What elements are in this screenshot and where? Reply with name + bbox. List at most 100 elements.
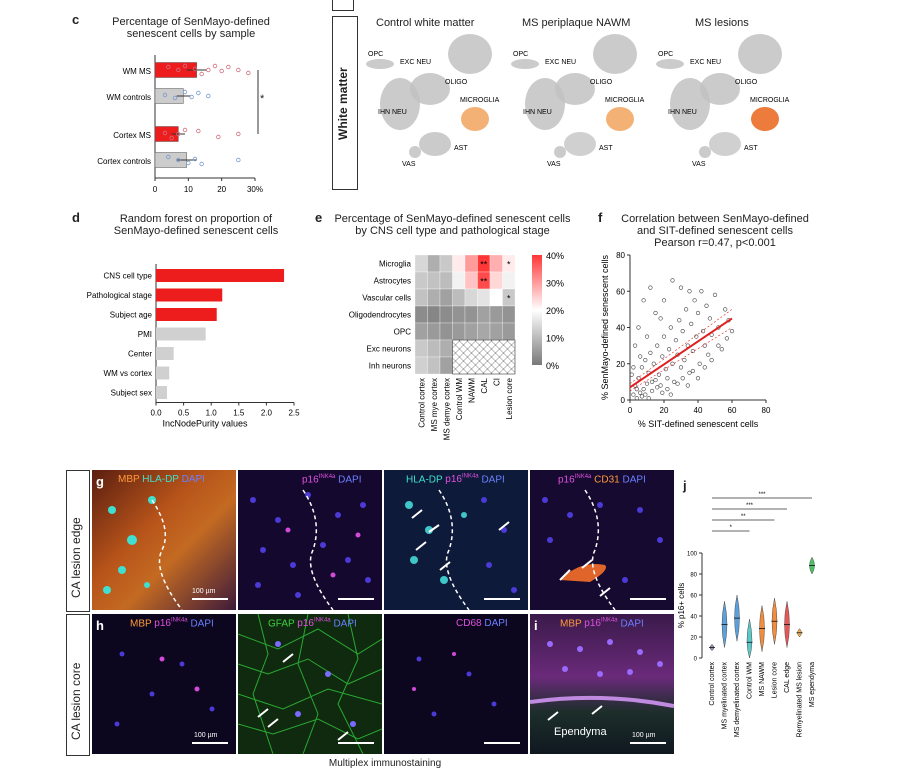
umap-cluster-label: MICROGLIA (750, 97, 790, 104)
d-x-tick-label: 1.5 (233, 409, 245, 418)
umap-cluster-label: MICROGLIA (460, 97, 500, 104)
umap-cluster (409, 146, 421, 158)
f-data-point (649, 379, 655, 384)
panel-e-heatmap: Microglia Astrocytes Vascular cells Oligode… (349, 251, 564, 440)
f-data-point (631, 365, 636, 370)
j-significance-star: *** (758, 492, 766, 498)
micrograph-g1-overlay (103, 496, 183, 610)
f-data-point (651, 361, 656, 366)
j-y-tick-label: 20 (690, 636, 697, 642)
panel-e-title-line1: Percentage of SenMayo-defined senescent … (334, 213, 571, 225)
e-heatmap-cell (464, 288, 478, 307)
f-data-point (678, 365, 684, 370)
umap-cluster-label: OPC (658, 51, 673, 58)
f-data-point (638, 354, 643, 359)
umap-cluster-label: OLIGO (590, 79, 613, 86)
panel-d-title-line2: SenMayo-defined senescent cells (113, 225, 279, 237)
e-colorbar (532, 255, 542, 365)
panel-c-title-line1: Percentage of SenMayo-defined (112, 16, 270, 28)
f-x-tick-label: 0 (628, 406, 633, 415)
f-data-point (661, 334, 667, 339)
micrograph-h3: CD68 DAPI (384, 614, 528, 754)
j-violin (746, 619, 753, 659)
e-heatmap-cell (414, 288, 428, 307)
d-category-label: PMI (138, 330, 152, 339)
e-colorbar-label: 20% (546, 306, 564, 316)
umap-cluster-label: EXC NEU (545, 59, 576, 66)
e-heatmap-cell (502, 305, 516, 324)
stain-label-hla-p16: HLA-DP p16INK4a DAPI (406, 474, 505, 486)
e-na-hatch (458, 339, 493, 375)
c-data-point (219, 68, 224, 74)
c-data-point (196, 90, 201, 96)
umap-cluster (656, 59, 684, 69)
micrograph-g3-overlay (405, 489, 517, 610)
umap-cluster-label: OLIGO (445, 79, 468, 86)
e-row-label: Microglia (379, 260, 412, 269)
d-bar (156, 269, 285, 282)
e-heatmap-cell (439, 305, 453, 324)
d-category-label: WM vs cortex (104, 369, 152, 378)
panel-f-title-line1: Correlation between SenMayo-defined (621, 213, 809, 225)
stain-label-i: MBP p16INK4a DAPI (560, 618, 644, 630)
f-data-point (649, 388, 655, 394)
e-row-label: Exc neurons (367, 345, 411, 354)
f-data-point (702, 365, 707, 370)
c-data-point (176, 157, 181, 163)
d-category-label: Subject sex (111, 389, 152, 398)
f-data-point (636, 376, 641, 381)
umap-cluster (564, 132, 596, 156)
d-x-tick-label: 1.0 (206, 409, 218, 418)
umap-cluster (709, 132, 741, 156)
e-heatmap-cell (502, 271, 516, 290)
d-category-label: Center (128, 350, 152, 359)
e-col-label: MS mye cortex (430, 378, 439, 431)
e-na-hatch (482, 339, 516, 373)
j-category-label: Control WM (747, 662, 754, 699)
e-heatmap-cell (427, 288, 441, 307)
d-x-tick-label: 2.5 (288, 409, 300, 418)
f-data-point (699, 289, 704, 294)
panel-d-title-line1: Random forest on proportion of (119, 213, 273, 225)
c-data-point (192, 66, 198, 72)
e-row-label: Astrocytes (374, 277, 411, 286)
f-data-point (629, 372, 634, 377)
f-data-point (716, 343, 721, 348)
stain-label-mbp-hla: MBP HLA-DP DAPI (118, 474, 205, 485)
e-heatmap-cell (439, 322, 453, 341)
f-data-point (653, 310, 658, 316)
f-y-tick-label: 80 (616, 251, 625, 260)
d-x-tick-label: 2.0 (261, 409, 273, 418)
e-na-hatch (498, 339, 516, 357)
e-na-hatch (452, 341, 485, 375)
e-heatmap-cell (452, 254, 466, 273)
f-data-point (680, 376, 685, 381)
scale-text-g1: 100 µm (192, 588, 216, 595)
umap-cluster-label: OPC (368, 51, 383, 58)
c-data-point (172, 95, 178, 101)
c-data-point (192, 156, 198, 162)
f-data-point (719, 347, 724, 352)
e-row-label: Oligodendrocytes (349, 311, 411, 320)
umap-cluster-label: EXC NEU (690, 59, 721, 66)
f-data-point (660, 390, 665, 395)
f-data-point (692, 298, 697, 303)
d-x-tick-label: 0.5 (178, 409, 190, 418)
panel-f-title-line2: and SIT-defined senescent cells (637, 225, 793, 237)
c-data-point (236, 131, 241, 137)
f-data-point (648, 285, 653, 290)
micrograph-i-overlay (530, 639, 674, 721)
c-data-point (206, 93, 211, 99)
c-data-point (189, 94, 194, 100)
f-data-point (700, 329, 706, 334)
stain-label-cd68-dapi: CD68 DAPI (456, 618, 508, 629)
umap-cluster (751, 107, 779, 131)
e-col-label: MS demye cortex (442, 378, 451, 440)
panel-d-label: d (72, 210, 80, 225)
umap-cluster-label: VAS (692, 161, 706, 168)
e-na-hatch (452, 357, 469, 375)
e-heatmap-cell (502, 322, 516, 341)
e-heatmap-cell (464, 305, 478, 324)
panel-j-label: j (683, 478, 687, 493)
